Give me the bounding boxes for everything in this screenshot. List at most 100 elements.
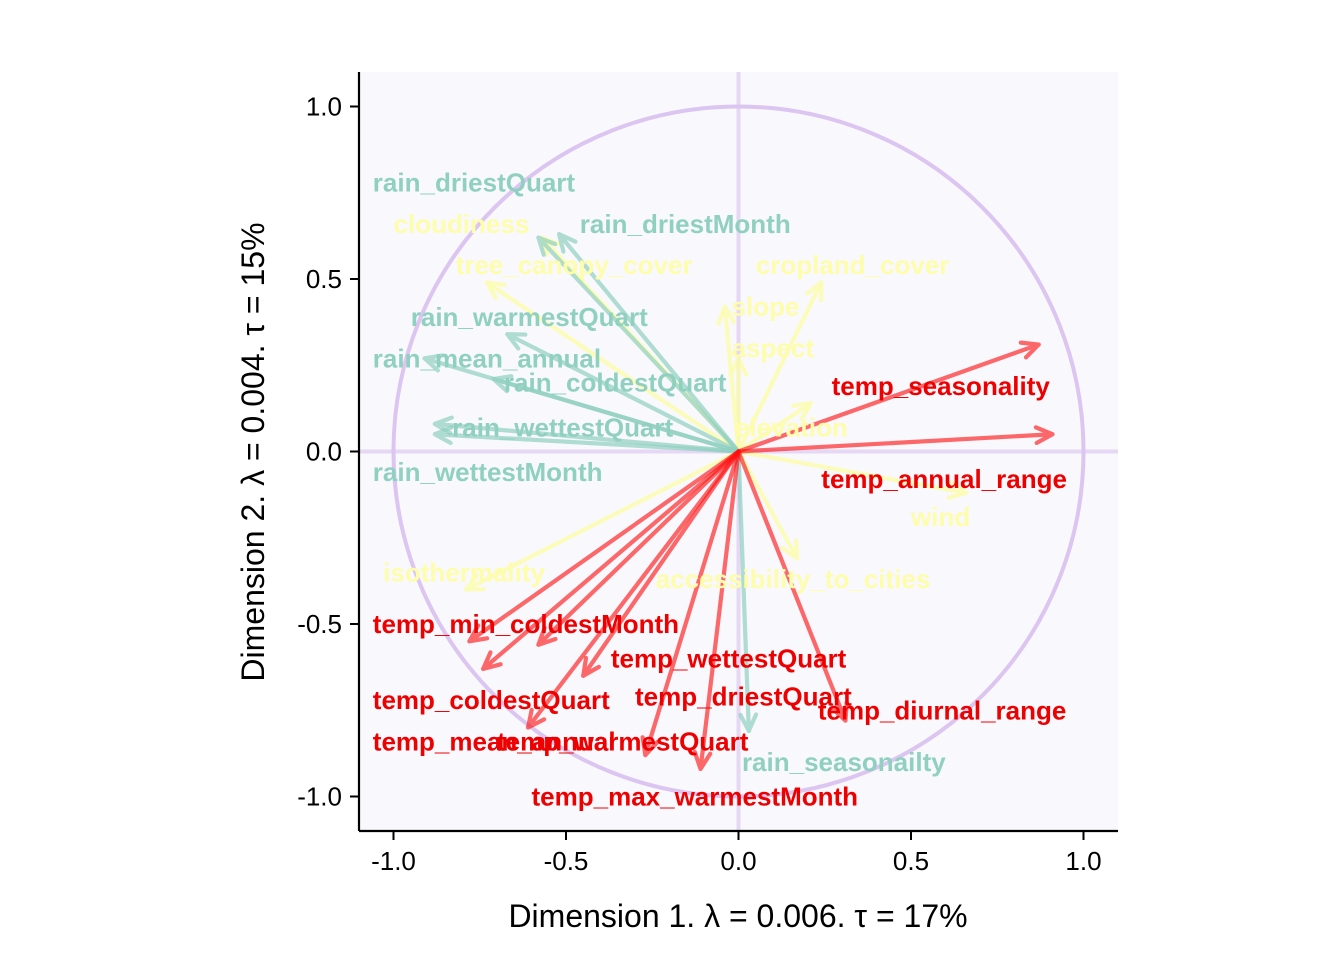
arrow-shaft xyxy=(556,232,741,454)
arrow-shaft xyxy=(505,332,741,454)
label-rain_wettestQuart: rain_wettestQuart xyxy=(452,412,673,442)
x-axis-title: Dimension 1. λ = 0.006. τ = 17% xyxy=(508,898,967,934)
y-tick-label: -1.0 xyxy=(297,782,342,812)
y-axis-ticks: -1.0 -0.5 0.0 0.5 1.0 xyxy=(297,92,359,812)
label-temp_warmestQuart: temp_warmestQuart xyxy=(497,726,749,756)
arrow-head xyxy=(791,401,814,421)
arrow-temp_seasonality xyxy=(736,340,1041,454)
arrow-head xyxy=(805,280,824,303)
y-tick-label: -0.5 xyxy=(297,609,342,639)
arrow-rain_driestMonth xyxy=(556,232,741,454)
arrow-head xyxy=(692,749,713,772)
label-wind: wind xyxy=(910,502,970,532)
arrow-head xyxy=(432,425,454,446)
arrow-head xyxy=(467,623,490,644)
label-temp_wettestQuart: temp_wettestQuart xyxy=(611,644,847,674)
arrow-temp_diurnal_range xyxy=(736,449,849,723)
arrow-head xyxy=(738,712,759,734)
arrow-head xyxy=(780,538,800,561)
arrow-wind xyxy=(736,449,969,500)
arrow-head xyxy=(505,332,528,351)
x-tick-label: 1.0 xyxy=(1065,846,1101,876)
arrow-head xyxy=(525,707,547,730)
arrow-rain_driestQuart xyxy=(536,235,741,454)
arrow-head xyxy=(422,353,445,373)
label-rain_driestQuart: rain_driestQuart xyxy=(373,167,576,197)
y-tick-label: 0.5 xyxy=(306,264,342,294)
arrow-shaft xyxy=(736,432,1055,454)
y-tick-label: 1.0 xyxy=(306,92,342,122)
arrow-shaft xyxy=(467,449,741,644)
arrow-shaft xyxy=(736,449,751,734)
x-axis-ticks: -1.0 -0.5 0.0 0.5 1.0 xyxy=(371,831,1102,876)
x-tick-label: -0.5 xyxy=(544,846,589,876)
arrow-head xyxy=(830,700,849,723)
arrow-aspect xyxy=(728,356,749,454)
arrow-temp_coldestQuart xyxy=(481,449,741,671)
arrow-head xyxy=(716,304,737,326)
arrow-temp_mean_annual xyxy=(525,449,741,730)
label-rain_coldestQuart: rain_coldestQuart xyxy=(504,368,727,398)
label-accessibility_to_cities: accessibility_to_cities xyxy=(656,564,931,594)
arrow-elevation xyxy=(736,401,814,454)
label-temp_coldestQuart: temp_coldestQuart xyxy=(373,685,610,715)
arrow-shaft xyxy=(736,449,969,495)
arrow-head xyxy=(728,356,749,377)
arrow-shaft xyxy=(536,449,741,647)
label-cloudiness: cloudiness xyxy=(394,209,530,239)
label-temp_min_coldestMonth: temp_min_coldestMonth xyxy=(373,609,679,639)
arrow-head xyxy=(556,232,578,254)
arrow-head xyxy=(536,625,558,647)
arrow-shaft xyxy=(481,449,741,671)
arrow-head xyxy=(640,735,660,758)
arrow-head xyxy=(1018,340,1041,360)
arrow-temp_min_coldestMonth xyxy=(467,449,741,644)
arrow-shaft xyxy=(581,449,741,678)
label-isothermality: isothermality xyxy=(383,557,545,587)
label-slope: slope xyxy=(732,292,800,322)
label-cropland_cover: cropland_cover xyxy=(756,250,950,280)
x-tick-label: 0.0 xyxy=(720,846,756,876)
arrow-rain_warmestQuart xyxy=(505,332,741,454)
label-rain_warmestQuart: rain_warmestQuart xyxy=(411,302,648,332)
arrow-shaft xyxy=(736,401,814,454)
x-tick-label: 0.5 xyxy=(893,846,929,876)
arrow-shaft xyxy=(491,376,741,454)
arrow-shaft xyxy=(432,432,741,454)
variable-arrows xyxy=(422,232,1055,772)
x-tick-label: -1.0 xyxy=(371,846,416,876)
y-axis-title: Dimension 2. λ = 0.004. τ = 15% xyxy=(235,222,271,681)
arrow-head xyxy=(481,650,503,671)
arrow-shaft xyxy=(736,342,1041,454)
label-aspect: aspect xyxy=(732,333,815,363)
arrow-head xyxy=(1033,425,1055,446)
label-rain_seasonailty: rain_seasonailty xyxy=(742,747,946,777)
arrow-shaft xyxy=(736,449,800,561)
label-temp_driestQuart: temp_driestQuart xyxy=(635,681,852,711)
label-temp_mean_annual: temp_mean_annual xyxy=(373,726,616,756)
arrow-head xyxy=(536,235,558,257)
arrow-shaft xyxy=(736,449,848,723)
label-tree_canopy_cover: tree_canopy_cover xyxy=(456,250,693,280)
arrow-rain_seasonailty xyxy=(736,449,759,734)
arrow-head xyxy=(484,280,507,301)
arrow-shaft xyxy=(643,449,741,758)
label-rain_wettestMonth: rain_wettestMonth xyxy=(373,457,603,487)
variable-labels: cloudiness tree_canopy_cover cropland_cove… xyxy=(373,167,1067,811)
label-temp_seasonality: temp_seasonality xyxy=(832,371,1051,401)
arrow-head xyxy=(946,480,969,500)
arrow-head xyxy=(491,374,514,394)
arrow-temp_wettestQuart xyxy=(536,449,741,647)
label-rain_driestMonth: rain_driestMonth xyxy=(580,209,791,239)
label-temp_annual_range: temp_annual_range xyxy=(821,464,1067,494)
arrow-temp_annual_range xyxy=(736,425,1055,454)
label-temp_max_warmestMonth: temp_max_warmestMonth xyxy=(532,782,859,812)
label-rain_mean_annual: rain_mean_annual xyxy=(373,343,601,373)
arrow-head xyxy=(581,655,602,678)
arrow-head xyxy=(463,573,487,592)
arrow-shaft xyxy=(525,449,741,730)
arrow-shaft xyxy=(736,280,824,454)
arrow-shaft xyxy=(463,449,741,592)
y-tick-label: 0.0 xyxy=(306,437,342,467)
